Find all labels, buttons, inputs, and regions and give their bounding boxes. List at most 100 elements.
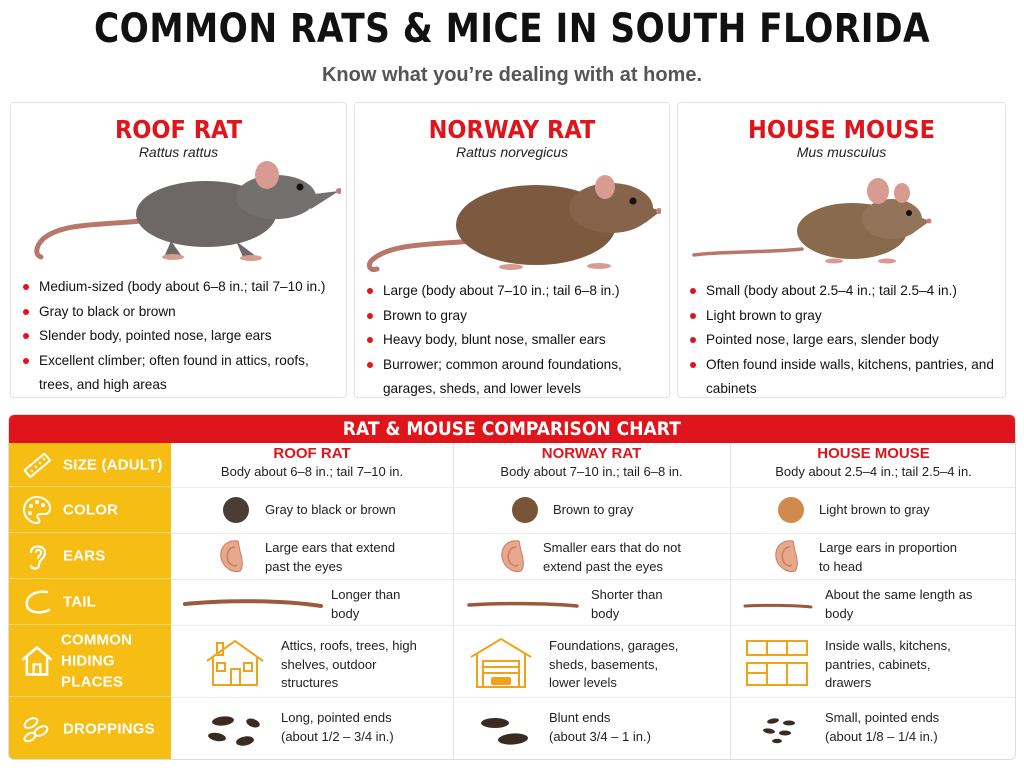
column-header-roof-rat: ROOF RAT Body about 6–8 in.; tail 7–10 i… [171,445,453,481]
droppings-size: (about 1/8 – 1/4 in.) [825,728,938,744]
column-divider [453,443,454,759]
ear-illustration [220,540,243,572]
color-swatch [778,497,804,523]
tail-illustration [743,603,813,609]
column-name: NORWAY RAT [541,445,642,462]
house-mouse-card: HOUSE MOUSE Mus musculus Small (body abo… [677,102,1006,398]
row-label-hiding-places: COMMON HIDING PLACES [9,625,171,697]
size-value: Body about 2.5–4 in.; tail 2.5–4 in. [775,464,972,479]
row-label-droppings: DROPPINGS [9,697,171,759]
chart-title: RAT & MOUSE COMPARISON CHART [342,418,682,440]
row-label-size: SIZE (ADULT) [9,443,171,487]
card-title: NORWAY RAT [428,115,596,144]
droppings-description: Small, pointed ends [825,710,940,725]
fact: Small (body about 2.5–4 in.; tail 2.5–4 … [688,279,997,304]
row-divider [171,533,1015,534]
fact: Brown to gray [365,304,661,329]
column-name: ROOF RAT [273,445,351,462]
kitchen-icon [746,640,808,686]
color-swatch [512,497,538,523]
row-label-text: COLOR [63,501,119,518]
fact: Medium-sized (body about 6–8 in.; tail 7… [21,275,338,300]
chart-header: RAT & MOUSE COMPARISON CHART [9,415,1015,443]
card-title: ROOF RAT [114,115,243,144]
tail-icon [25,590,51,614]
page-title: COMMON RATS & MICE IN SOUTH FLORIDA [93,6,931,52]
row-label-text: COMMON HIDING PLACES [61,629,171,692]
palette-icon [22,495,52,524]
ear-illustration [775,540,798,572]
attic-house-icon [206,639,264,686]
row-divider [171,697,1015,698]
droppings-illustration [481,718,528,745]
hiding-value: Attics, roofs, trees, high shelves, outd… [281,638,417,690]
tail-value: About the same length as body [825,587,973,621]
fact: Slender body, pointed nose, large ears [21,324,338,349]
comparison-chart: RAT & MOUSE COMPARISON CHART SIZE (ADULT… [8,414,1016,760]
fact: Burrower; common around foundations, gar… [365,353,661,402]
label-line: HIDING PLACES [61,652,124,690]
fact: Light brown to gray [688,304,997,329]
ear-icon [29,544,47,570]
hiding-value: Foundations, garages, sheds, basements, … [549,638,679,690]
row-label-tail: TAIL [9,579,171,625]
row-label-text: TAIL [63,593,97,610]
droppings-icon [23,717,49,743]
column-name: HOUSE MOUSE [817,445,930,462]
droppings-size: (about 3/4 – 1 in.) [549,728,651,744]
fact: Heavy body, blunt nose, smaller ears [365,328,661,353]
droppings-illustration [763,718,795,744]
droppings-size: (about 1/2 – 3/4 in.) [281,728,394,744]
fact: Often found inside walls, kitchens, pant… [688,353,997,402]
column-header-house-mouse: HOUSE MOUSE Body about 2.5–4 in.; tail 2… [730,445,1015,481]
row-divider [171,487,1015,488]
fact: Pointed nose, large ears, slender body [688,328,997,353]
row-label-text: DROPPINGS [63,720,155,738]
card-title: HOUSE MOUSE [747,115,936,144]
house-mouse-facts: Small (body about 2.5–4 in.; tail 2.5–4 … [688,279,997,402]
droppings-description: Long, pointed ends [281,710,392,725]
hiding-value: Inside walls, kitchens, pantries, cabine… [825,638,951,690]
droppings-description: Blunt ends [549,710,611,725]
scientific-name: Rattus norvegicus [455,144,569,160]
house-icon [21,645,53,676]
column-divider [730,443,731,759]
page-subtitle: Know what you’re dealing with at home. [321,64,703,86]
tail-illustration [467,601,579,608]
droppings-value: Long, pointed ends (about 1/2 – 3/4 in.) [281,709,431,746]
tail-illustration [183,599,323,608]
norway-rat-card: NORWAY RAT Rattus norvegicus Large (body… [354,102,670,398]
scientific-name: Mus musculus [796,144,887,160]
size-value: Body about 6–8 in.; tail 7–10 in. [220,464,404,479]
color-value: Brown to gray [553,502,634,517]
label-line: COMMON [61,631,133,648]
color-value: Gray to black or brown [265,502,396,517]
fact: Large (body about 7–10 in.; tail 6–8 in.… [365,279,661,304]
fact: Gray to black or brown [21,300,338,325]
ears-value: Smaller ears that do not extend past the… [543,540,682,574]
row-divider [171,579,1015,580]
scientific-name: Rattus rattus [138,144,219,160]
roof-rat-facts: Medium-sized (body about 6–8 in.; tail 7… [21,275,338,398]
color-value: Light brown to gray [819,502,930,517]
ears-value: Large ears that extend past the eyes [265,540,396,574]
row-divider [171,625,1015,626]
roof-rat-card: ROOF RAT Rattus rattus Medium-sized (bod… [10,102,347,398]
droppings-value: Blunt ends (about 3/4 – 1 in.) [549,709,699,746]
ear-illustration [501,540,524,572]
row-label-ears: EARS [9,533,171,579]
tail-value: Longer than body [331,587,401,621]
row-label-text: SIZE (ADULT) [63,456,163,473]
size-value: Body about 7–10 in.; tail 6–8 in. [500,464,683,479]
ears-value: Large ears in proportion to head [819,540,958,574]
ruler-icon [23,452,51,478]
roof-rat-illustration [34,161,341,261]
house-mouse-illustration [692,178,932,264]
color-swatch [223,497,249,523]
column-header-norway-rat: NORWAY RAT Body about 7–10 in.; tail 6–8… [453,445,730,481]
droppings-value: Small, pointed ends (about 1/8 – 1/4 in.) [825,709,975,746]
norway-rat-illustration [366,175,661,272]
droppings-illustration [208,716,260,746]
fact: Excellent climber; often found in attics… [21,349,338,398]
row-label-text: EARS [63,547,106,564]
